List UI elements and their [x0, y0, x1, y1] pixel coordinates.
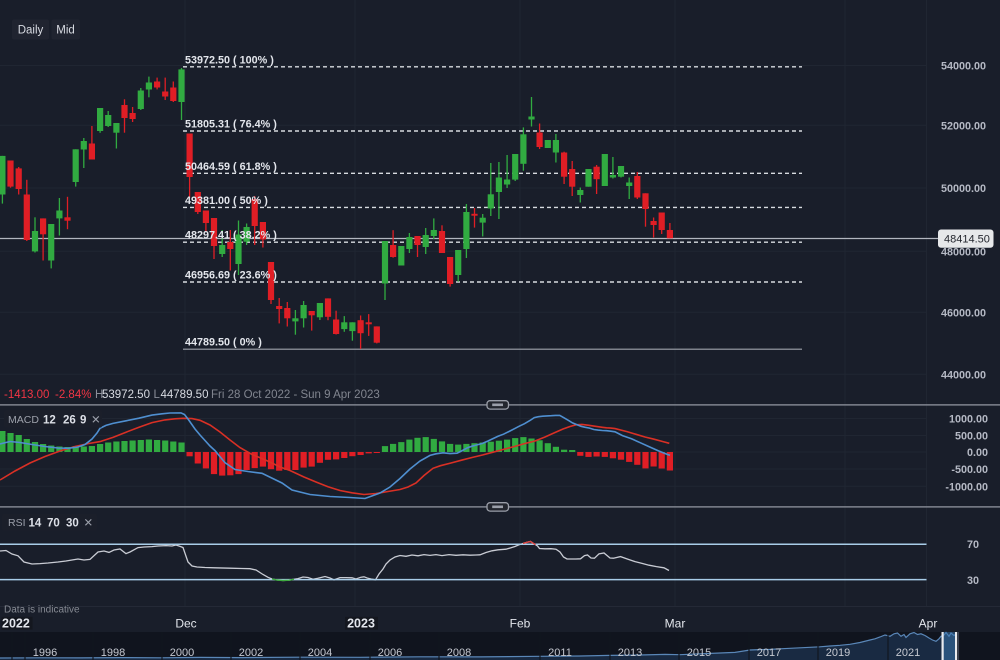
- svg-text:Data is indicative: Data is indicative: [4, 605, 80, 616]
- svg-text:46000.00: 46000.00: [941, 307, 986, 319]
- svg-text:48000.00: 48000.00: [941, 246, 986, 258]
- svg-text:44789.50 ( 0% ): 44789.50 ( 0% ): [185, 337, 262, 349]
- svg-text:53972.50: 53972.50: [102, 389, 150, 401]
- svg-text:48414.50: 48414.50: [944, 234, 990, 246]
- svg-text:26: 26: [63, 415, 76, 427]
- svg-text:30: 30: [967, 575, 979, 587]
- svg-text:2008: 2008: [447, 647, 471, 659]
- svg-text:2019: 2019: [826, 647, 850, 659]
- svg-text:RSI: RSI: [8, 517, 26, 529]
- svg-text:30: 30: [66, 518, 79, 530]
- svg-text:-1000.00: -1000.00: [945, 481, 988, 493]
- svg-text:Daily: Daily: [18, 25, 44, 37]
- svg-text:500.00: 500.00: [955, 431, 988, 443]
- svg-text:49381.00 ( 50% ): 49381.00 ( 50% ): [185, 195, 268, 207]
- svg-text:✕: ✕: [91, 415, 101, 427]
- svg-text:Apr: Apr: [919, 617, 938, 631]
- svg-text:2002: 2002: [239, 647, 263, 659]
- svg-text:70: 70: [47, 518, 60, 530]
- svg-text:48297.41 ( 38.2% ): 48297.41 ( 38.2% ): [185, 230, 277, 242]
- svg-text:H: H: [95, 389, 103, 401]
- svg-text:Dec: Dec: [175, 617, 196, 631]
- svg-text:14: 14: [29, 518, 42, 530]
- svg-text:50000.00: 50000.00: [941, 183, 986, 195]
- svg-text:Fri 28 Oct 2022 - Sun 9 Apr 20: Fri 28 Oct 2022 - Sun 9 Apr 2023: [211, 389, 380, 401]
- svg-text:2006: 2006: [378, 647, 402, 659]
- svg-text:2021: 2021: [896, 647, 920, 659]
- svg-text:2023: 2023: [347, 617, 375, 631]
- svg-text:-2.84%: -2.84%: [55, 389, 91, 401]
- svg-text:50464.59 ( 61.8% ): 50464.59 ( 61.8% ): [185, 161, 277, 173]
- svg-text:1000.00: 1000.00: [949, 414, 988, 426]
- svg-text:MACD: MACD: [8, 414, 39, 426]
- svg-text:2022: 2022: [2, 617, 30, 631]
- svg-text:✕: ✕: [84, 518, 94, 530]
- svg-text:L: L: [154, 389, 161, 401]
- svg-text:70: 70: [967, 539, 979, 551]
- svg-text:2011: 2011: [548, 647, 572, 659]
- svg-text:-500.00: -500.00: [951, 464, 988, 476]
- svg-text:9: 9: [80, 415, 86, 427]
- svg-text:-1413.00: -1413.00: [4, 389, 49, 401]
- svg-text:2017: 2017: [757, 647, 781, 659]
- svg-text:Mid: Mid: [56, 25, 75, 37]
- svg-text:53972.50 ( 100% ): 53972.50 ( 100% ): [185, 54, 274, 66]
- svg-text:2013: 2013: [618, 647, 642, 659]
- svg-text:1998: 1998: [101, 647, 125, 659]
- svg-text:Feb: Feb: [510, 617, 531, 631]
- svg-text:44789.50: 44789.50: [161, 389, 209, 401]
- svg-text:2000: 2000: [170, 647, 194, 659]
- svg-text:12: 12: [43, 415, 56, 427]
- svg-text:2004: 2004: [308, 647, 332, 659]
- svg-text:44000.00: 44000.00: [941, 369, 986, 381]
- svg-text:0.00: 0.00: [967, 447, 988, 459]
- svg-text:52000.00: 52000.00: [941, 120, 986, 132]
- svg-text:Mar: Mar: [665, 617, 686, 631]
- svg-text:1996: 1996: [33, 647, 57, 659]
- svg-text:54000.00: 54000.00: [941, 61, 986, 73]
- svg-text:2015: 2015: [687, 647, 711, 659]
- svg-text:46956.69 ( 23.6% ): 46956.69 ( 23.6% ): [185, 270, 277, 282]
- svg-text:51805.31 ( 76.4% ): 51805.31 ( 76.4% ): [185, 119, 277, 131]
